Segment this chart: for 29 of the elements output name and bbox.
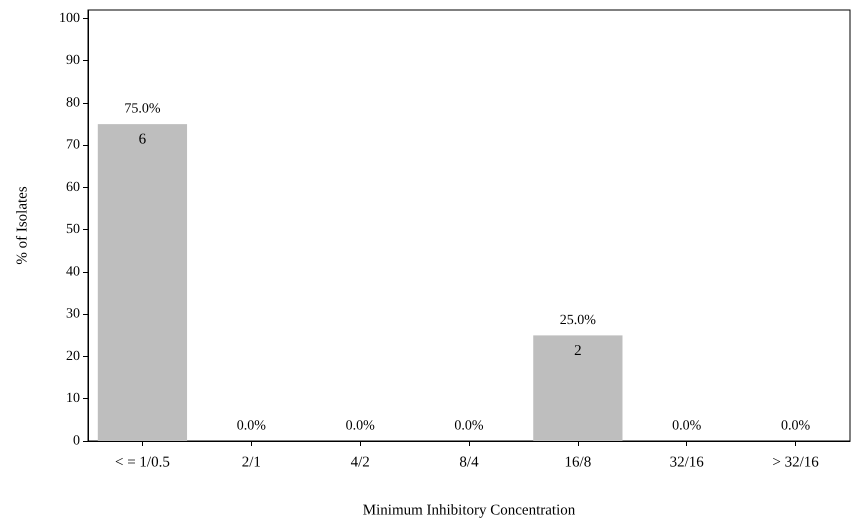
x-tick-label: 4/2	[350, 454, 370, 470]
y-axis-title: % of Isolates	[14, 186, 30, 265]
x-tick-label: 32/16	[670, 454, 704, 470]
y-tick-label: 0	[73, 434, 80, 448]
y-tick-label: 10	[66, 391, 80, 406]
x-tick-label: 8/4	[459, 454, 480, 470]
y-tick-label: 50	[66, 222, 80, 238]
data-label: 75.0%	[124, 102, 161, 117]
annotation: 2	[574, 342, 582, 359]
data-label: 0.0%	[780, 418, 810, 434]
y-tick-label: 40	[66, 264, 80, 280]
x-axis-title: Minimum Inhibitory Concentration	[362, 502, 576, 518]
x-tick-label: > 32/16	[772, 454, 820, 470]
y-tick-label: 30	[66, 306, 80, 322]
y-tick-label: 80	[66, 95, 80, 110]
y-tick-label: 60	[66, 180, 80, 195]
x-tick-label: 2/1	[242, 454, 261, 470]
y-tick-label: 100	[59, 10, 80, 26]
data-label: 0.0%	[454, 418, 484, 434]
data-label: 25.0%	[560, 312, 596, 328]
y-tick-label: 70	[66, 138, 80, 153]
data-label: 0.0%	[672, 418, 702, 434]
y-tick-label: 90	[66, 53, 80, 68]
data-label: 0.0%	[236, 418, 266, 434]
y-tick-label: 20	[66, 348, 80, 364]
annotation: 6	[138, 132, 147, 148]
x-tick-label: < = 1/0.5	[115, 454, 170, 470]
data-label: 0.0%	[346, 418, 376, 434]
x-tick-label: 16/8	[564, 454, 592, 470]
